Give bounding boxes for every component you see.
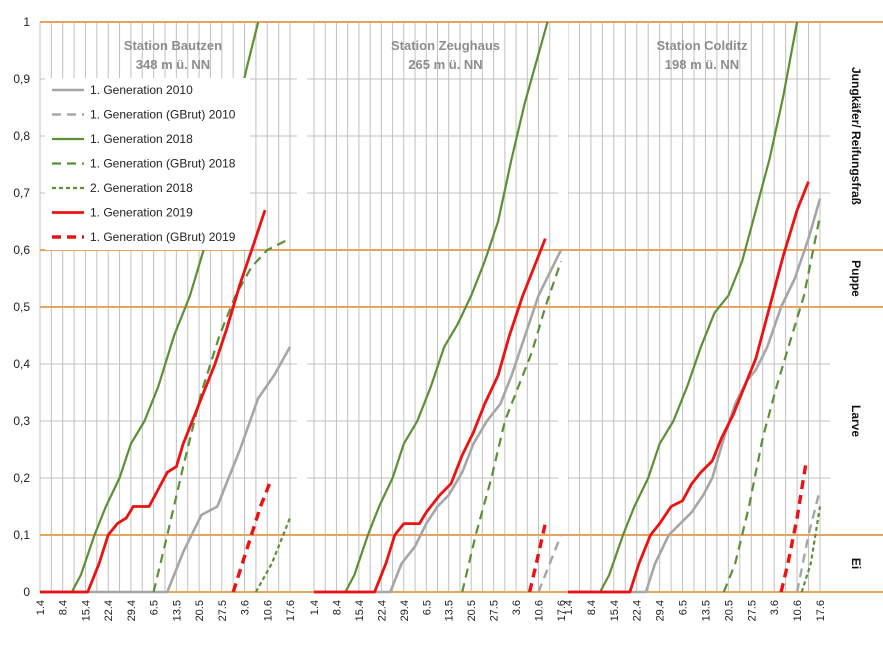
panel-title: Station Zeughaus xyxy=(391,38,500,53)
series-line xyxy=(568,21,799,594)
x-tick-label: 10.6 xyxy=(262,600,274,621)
x-tick-label: 15.4 xyxy=(354,600,366,621)
x-tick-label: 6.5 xyxy=(678,600,690,615)
panel-subtitle: 198 m ü. NN xyxy=(665,57,739,72)
x-tick-label: 29.4 xyxy=(399,600,411,621)
legend-entry: 1. Generation 2019 xyxy=(90,206,193,220)
series-line xyxy=(254,517,292,593)
y-tick-label: 0,5 xyxy=(13,300,30,314)
x-tick-label: 10.6 xyxy=(792,600,804,621)
y-tick-label: 0,7 xyxy=(13,186,30,200)
legend-entry: 1. Generation (GBrut) 2018 xyxy=(90,157,236,171)
x-tick-label: 15.4 xyxy=(609,600,621,621)
panel-series-2 xyxy=(314,21,563,594)
series-line xyxy=(314,238,547,594)
x-tick-label: 13.5 xyxy=(171,600,183,621)
x-tick-label: 15.4 xyxy=(80,600,92,621)
x-tick-label: 17.6 xyxy=(556,600,568,621)
legend-entry: 1. Generation 2018 xyxy=(90,132,193,146)
series-line xyxy=(152,237,291,593)
x-tick-label: 20.5 xyxy=(194,600,206,621)
series-line xyxy=(568,198,822,594)
series-line xyxy=(231,483,272,593)
x-tick-label: 6.5 xyxy=(149,600,161,615)
x-tick-label: 27.5 xyxy=(217,600,229,621)
series-line xyxy=(800,506,822,593)
x-tick-label: 1.4 xyxy=(35,600,47,615)
x-tick-label: 29.4 xyxy=(126,600,138,621)
y-tick-label: 1 xyxy=(23,15,30,29)
series-line xyxy=(40,346,292,594)
stage-label: Jungkäfer/ Reifungsfraß xyxy=(849,67,863,205)
y-tick-label: 0,2 xyxy=(13,471,30,485)
legend: 1. Generation 2010 1. Generation (GBrut) … xyxy=(45,78,250,250)
series-line xyxy=(461,261,563,593)
series-line xyxy=(314,21,549,594)
legend-entry: 1. Generation 2010 xyxy=(90,83,193,97)
panel-subtitle: 265 m ü. NN xyxy=(408,57,482,72)
series-line xyxy=(40,209,267,594)
x-tick-label: 10.6 xyxy=(534,600,546,621)
series-line xyxy=(568,181,810,594)
x-tick-label: 3.6 xyxy=(240,600,252,615)
x-tick-label: 8.4 xyxy=(58,600,70,615)
y-tick-label: 0,8 xyxy=(13,129,30,143)
x-tick-label: 6.5 xyxy=(421,600,433,615)
stage-label: Larve xyxy=(849,405,863,437)
legend-entry: 1. Generation (GBrut) 2010 xyxy=(90,108,236,122)
y-tick-label: 0,1 xyxy=(13,528,30,542)
panel-title: Station Bautzen xyxy=(124,38,222,53)
stage-label: Puppe xyxy=(849,260,863,297)
x-tick-label: 27.5 xyxy=(746,600,758,621)
y-tick-label: 0 xyxy=(23,585,30,599)
x-tick-label: 17.6 xyxy=(285,600,297,621)
stage-label: Ei xyxy=(849,558,863,569)
x-tick-label: 8.4 xyxy=(331,600,343,615)
y-tick-label: 0,9 xyxy=(13,72,30,86)
panel-subtitle: 348 m ü. NN xyxy=(136,57,210,72)
x-tick-label: 22.4 xyxy=(103,600,115,621)
x-tick-label: 20.5 xyxy=(723,600,735,621)
x-tick-label: 17.6 xyxy=(815,600,827,621)
x-tick-label: 3.6 xyxy=(511,600,523,615)
series-line xyxy=(779,460,808,593)
x-tick-label: 1.4 xyxy=(309,600,321,615)
panel-series-1 xyxy=(40,21,292,594)
x-tick-label: 1.4 xyxy=(563,600,575,615)
y-tick-label: 0,3 xyxy=(13,414,30,428)
x-tick-label: 27.5 xyxy=(489,600,501,621)
x-tick-label: 22.4 xyxy=(632,600,644,621)
legend-entry: 1. Generation (GBrut) 2019 xyxy=(90,230,236,244)
x-tick-label: 22.4 xyxy=(376,600,388,621)
x-tick-label: 13.5 xyxy=(444,600,456,621)
x-tick-label: 20.5 xyxy=(466,600,478,621)
panel-title: Station Colditz xyxy=(657,38,748,53)
x-tick-label: 8.4 xyxy=(586,600,598,615)
x-tick-label: 3.6 xyxy=(769,600,781,615)
legend-background xyxy=(45,78,250,250)
y-tick-label: 0,4 xyxy=(13,357,30,371)
series-line xyxy=(795,489,822,593)
x-tick-label: 29.4 xyxy=(655,600,667,621)
series-line xyxy=(537,534,563,593)
y-tick-label: 0,6 xyxy=(13,243,30,257)
panel-series-3 xyxy=(568,21,822,594)
series-line xyxy=(722,215,822,593)
legend-entry: 2. Generation 2018 xyxy=(90,181,193,195)
series-line xyxy=(314,249,563,594)
series-line xyxy=(527,523,547,593)
x-tick-label: 13.5 xyxy=(700,600,712,621)
